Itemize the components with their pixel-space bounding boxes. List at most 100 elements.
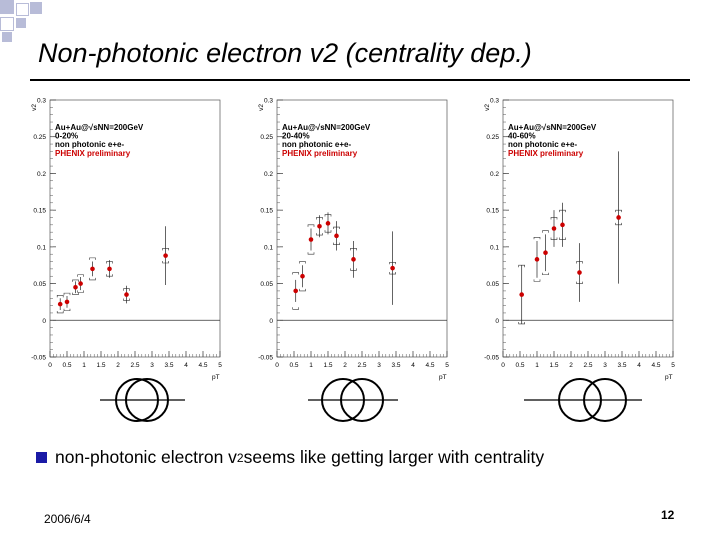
nucleus-circle [558, 378, 602, 422]
sys-bracket-lower [77, 290, 84, 293]
sys-bracket-lower [533, 279, 541, 282]
y-tick-label: 0.3 [37, 98, 46, 105]
data-point [560, 222, 565, 228]
x-tick-label: 0.5 [62, 362, 71, 369]
x-tick-label: 0.5 [289, 362, 298, 369]
corner-square-5 [16, 18, 26, 28]
data-point [300, 273, 305, 279]
y-tick-label: 0.1 [490, 244, 499, 251]
y-tick-label: 0.1 [264, 244, 273, 251]
data-point [124, 292, 129, 297]
y-tick-label: 0.2 [490, 171, 499, 178]
collision-geometry-icon-3 [524, 378, 642, 422]
y-tick-label: -0.05 [484, 355, 499, 362]
bullet-text-prefix: non-photonic electron v [55, 447, 237, 467]
y-tick-label: 0.1 [37, 244, 46, 251]
corner-square-2 [16, 3, 29, 16]
x-tick-label: 3 [150, 362, 154, 369]
data-point [163, 253, 168, 258]
preliminary-label: PHENIX preliminary [55, 149, 131, 158]
x-tick-label: 0 [501, 362, 505, 369]
sys-bracket-lower [56, 310, 64, 314]
legend-line: non photonic e+e- [508, 140, 577, 149]
corner-square-1 [0, 0, 14, 14]
sys-bracket-upper [63, 292, 71, 296]
sys-bracket-lower [299, 288, 306, 292]
sys-bracket-upper [307, 224, 315, 227]
x-tick-label: 4 [637, 362, 641, 369]
sys-bracket-upper [299, 261, 306, 264]
legend-line: non photonic e+e- [55, 140, 124, 149]
sys-bracket-lower [89, 277, 96, 281]
y-tick-label: 0.25 [486, 134, 499, 141]
x-tick-label: 2 [116, 362, 120, 369]
data-point [64, 299, 70, 305]
y-tick-label: 0.3 [490, 98, 499, 105]
data-point [317, 223, 322, 229]
data-point [107, 266, 112, 272]
data-point [616, 215, 621, 220]
x-tick-label: 3 [603, 362, 607, 369]
y-tick-label: 0.15 [486, 208, 499, 215]
data-point [551, 226, 557, 231]
sys-bracket-upper [542, 230, 549, 233]
sys-bracket-upper [533, 237, 541, 240]
data-point [73, 284, 78, 290]
slide-title: Non-photonic electron v2 (centrality dep… [38, 38, 532, 68]
x-tick-label: 5 [671, 362, 675, 369]
x-tick-label: 4 [411, 362, 415, 369]
x-tick-label: 5 [445, 362, 449, 369]
data-point [78, 281, 83, 286]
nucleus-circle [321, 378, 365, 422]
y-tick-label: 0.05 [33, 281, 46, 288]
y-tick-label: 0.25 [33, 134, 46, 141]
x-tick-label: 4.5 [651, 362, 660, 369]
x-axis-label: pT [439, 374, 447, 381]
y-tick-label: 0 [495, 318, 499, 325]
legend-line: Au+Au@√sNN=200GeV [508, 123, 597, 132]
x-tick-label: 2 [343, 362, 347, 369]
sys-bracket-upper [56, 295, 64, 298]
x-tick-label: 3.5 [391, 362, 400, 369]
bullet-text-suffix: seems like getting larger with centralit… [243, 447, 545, 467]
x-axis-label: pT [212, 374, 220, 381]
corner-square-6 [2, 32, 12, 42]
y-axis-label: v2 [484, 104, 491, 111]
x-tick-label: 2.5 [130, 362, 139, 369]
data-point [519, 292, 524, 297]
sys-bracket-upper [292, 272, 299, 275]
x-tick-label: 1 [309, 362, 313, 369]
y-tick-label: 0 [42, 318, 46, 325]
x-tick-label: 0 [275, 362, 279, 369]
y-tick-label: 0.05 [260, 281, 273, 288]
x-tick-label: 2.5 [583, 362, 592, 369]
x-tick-label: 0.5 [515, 362, 524, 369]
x-tick-label: 1.5 [549, 362, 558, 369]
legend-line: non photonic e+e- [282, 140, 351, 149]
sys-bracket-upper [518, 264, 525, 268]
y-tick-label: 0.2 [37, 171, 46, 178]
y-tick-label: -0.05 [31, 355, 46, 362]
legend-line: Au+Au@√sNN=200GeV [282, 123, 371, 132]
data-point [334, 233, 339, 239]
x-tick-label: 2 [569, 362, 573, 369]
bullet-text-sub: 2 [236, 450, 244, 465]
data-point [351, 257, 356, 262]
nucleus-circle [340, 378, 384, 422]
data-point [543, 250, 548, 256]
corner-square-4 [0, 17, 14, 31]
x-tick-label: 1 [82, 362, 86, 369]
y-tick-label: 0.15 [33, 208, 46, 215]
nucleus-circle [583, 378, 627, 422]
y-tick-label: 0.15 [260, 208, 273, 215]
page-number: 12 [661, 508, 675, 522]
x-tick-label: 2.5 [357, 362, 366, 369]
legend-line: 0-20% [55, 132, 78, 141]
y-tick-label: 0 [269, 318, 273, 325]
sys-bracket-lower [72, 292, 79, 295]
x-tick-label: 1.5 [96, 362, 105, 369]
